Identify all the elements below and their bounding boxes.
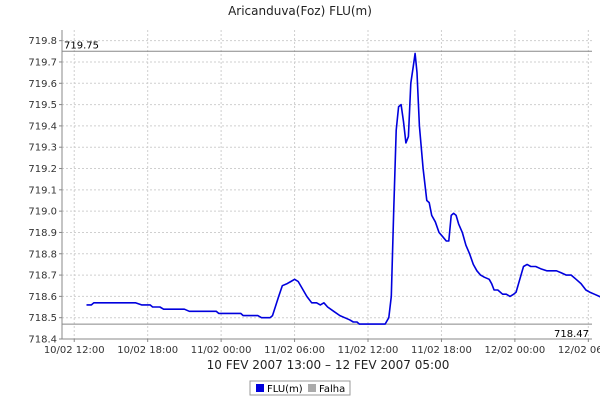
axes	[61, 30, 592, 340]
chart-subtitle: 10 FEV 2007 13:00 – 12 FEV 2007 05:00	[207, 358, 450, 372]
y-tick-label: 719.8	[28, 36, 57, 47]
y-tick-label: 718.8	[28, 249, 57, 260]
legend: FLU(m) Falha	[249, 380, 351, 396]
reference-line-label: 719.75	[64, 40, 99, 51]
y-axis-ticks: 718.4 718.5 718.6 718.7 718.8 718.9 719.0 719.1…	[28, 36, 62, 346]
x-tick-label: 12/02 06:00	[558, 345, 600, 356]
grid	[62, 30, 592, 340]
legend-box	[249, 380, 351, 396]
x-tick-label: 12/02 00:00	[484, 345, 545, 356]
x-tick-label: 10/02 18:00	[117, 345, 178, 356]
legend-swatch	[256, 384, 264, 392]
x-tick-label: 11/02 00:00	[191, 345, 252, 356]
legend-swatch	[308, 384, 316, 392]
series-group	[86, 52, 600, 325]
x-tick-label: 11/02 12:00	[338, 345, 399, 356]
y-tick-label: 718.4	[28, 335, 57, 346]
y-tick-label: 719.0	[28, 207, 57, 218]
plot-area	[62, 30, 592, 339]
y-tick-label: 719.6	[28, 79, 57, 90]
y-tick-label: 719.3	[28, 143, 57, 154]
legend-label: Falha	[319, 384, 345, 395]
y-tick-label: 718.6	[28, 292, 57, 303]
series-line	[86, 52, 600, 325]
chart-title: Aricanduva(Foz) FLU(m)	[228, 4, 372, 18]
y-tick-label: 718.7	[28, 271, 57, 282]
plot-background	[62, 30, 592, 339]
legend-label: FLU(m)	[267, 384, 303, 395]
y-tick-label: 718.5	[28, 313, 57, 324]
x-tick-label: 11/02 06:00	[264, 345, 325, 356]
y-tick-label: 719.1	[28, 185, 57, 196]
y-tick-label: 718.9	[28, 228, 57, 239]
x-tick-label: 11/02 18:00	[411, 345, 472, 356]
y-tick-label: 719.4	[28, 121, 57, 132]
reference-lines: 719.75 718.47	[62, 40, 592, 340]
x-axis-ticks: 10/02 12:00 10/02 18:00 11/02 00:00 11/02 0…	[44, 339, 600, 356]
reference-line-label: 718.47	[554, 329, 589, 340]
y-tick-label: 719.2	[28, 164, 57, 175]
x-tick-label: 10/02 12:00	[44, 345, 105, 356]
y-tick-label: 719.7	[28, 57, 57, 68]
y-tick-label: 719.5	[28, 100, 57, 111]
